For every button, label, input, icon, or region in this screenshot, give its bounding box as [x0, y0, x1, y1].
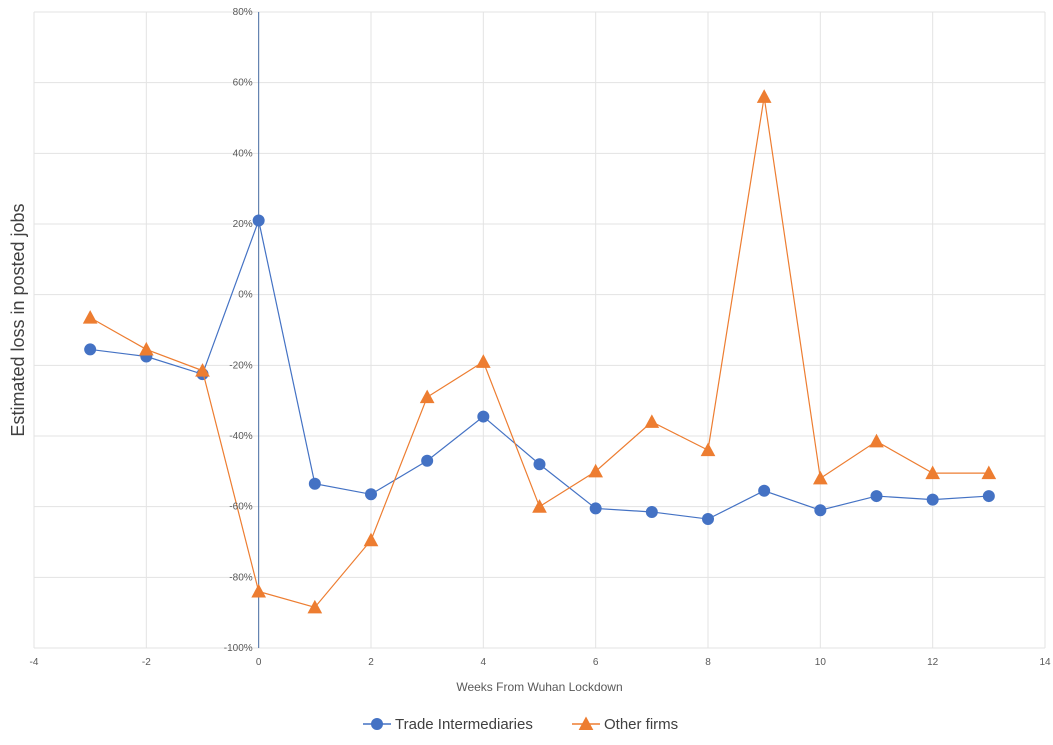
- data-point: [82, 310, 98, 324]
- series-other-firms: [82, 89, 997, 614]
- x-tick-label: -2: [142, 657, 151, 668]
- x-tick-label: 8: [705, 657, 711, 668]
- data-point: [982, 490, 995, 503]
- legend-marker: [371, 718, 383, 730]
- x-tick-label: 14: [1039, 657, 1051, 668]
- y-tick-label: -100%: [224, 643, 253, 654]
- x-axis-title: Weeks From Wuhan Lockdown: [456, 680, 622, 694]
- y-tick-label: -80%: [229, 572, 252, 583]
- data-point: [756, 89, 772, 103]
- legend-entry: Other firms: [572, 716, 678, 733]
- y-tick-label: -60%: [229, 502, 252, 513]
- gridlines: [33, 11, 1046, 649]
- data-point: [532, 499, 547, 513]
- tick-labels: -100% -80% -60% -40% -20% 0% 20% 40% 60% 80% -4 -2 0…: [30, 7, 1051, 668]
- data-point: [533, 458, 546, 471]
- data-point: [421, 454, 434, 467]
- y-tick-label: 0%: [238, 290, 253, 301]
- series-line: [90, 218, 989, 520]
- y-tick-label: 20%: [233, 219, 253, 230]
- x-tick-label: 12: [927, 657, 939, 668]
- data-point: [981, 465, 997, 480]
- data-point: [477, 410, 490, 423]
- legend-marker: [578, 716, 594, 731]
- y-tick-label: -20%: [229, 360, 252, 371]
- data-point: [925, 465, 941, 480]
- legend-label: Trade Intermediaries: [395, 716, 533, 733]
- legend-entry: Trade Intermediaries: [363, 716, 533, 733]
- data-point: [307, 599, 323, 614]
- data-point: [84, 343, 97, 356]
- y-tick-label: 60%: [233, 78, 253, 89]
- data-point: [475, 354, 491, 368]
- legend: Trade Intermediaries Other firms: [363, 716, 678, 733]
- data-point: [869, 433, 884, 448]
- data-point: [814, 504, 827, 517]
- data-point: [195, 363, 210, 377]
- data-point: [700, 442, 716, 457]
- series-group: [82, 89, 997, 614]
- data-point: [252, 214, 265, 227]
- x-tick-label: 4: [481, 657, 487, 668]
- x-tick-label: 2: [368, 657, 374, 668]
- data-point: [702, 513, 714, 526]
- x-tick-label: 6: [593, 657, 599, 668]
- series-trade-intermediaries: [84, 214, 995, 526]
- y-tick-label: -40%: [229, 431, 252, 442]
- y-axis-title: Estimated loss in posted jobs: [8, 203, 28, 436]
- y-tick-label: 40%: [233, 148, 253, 159]
- data-point: [588, 463, 604, 478]
- data-point: [363, 532, 379, 547]
- x-tick-label: 10: [815, 657, 827, 668]
- data-point: [419, 389, 435, 404]
- data-point: [308, 477, 321, 490]
- data-point: [251, 583, 267, 598]
- x-tick-label: 0: [256, 657, 262, 668]
- data-point: [589, 502, 602, 515]
- series-line: [89, 96, 989, 609]
- data-point: [812, 470, 828, 485]
- y-tick-label: 80%: [233, 7, 253, 18]
- data-point: [644, 414, 660, 428]
- data-point: [758, 484, 771, 497]
- data-point: [138, 341, 154, 356]
- data-point: [645, 505, 658, 518]
- legend-label: Other firms: [604, 716, 678, 733]
- data-point: [870, 490, 883, 503]
- data-point: [365, 488, 377, 501]
- data-point: [926, 493, 939, 506]
- x-tick-label: -4: [30, 657, 39, 668]
